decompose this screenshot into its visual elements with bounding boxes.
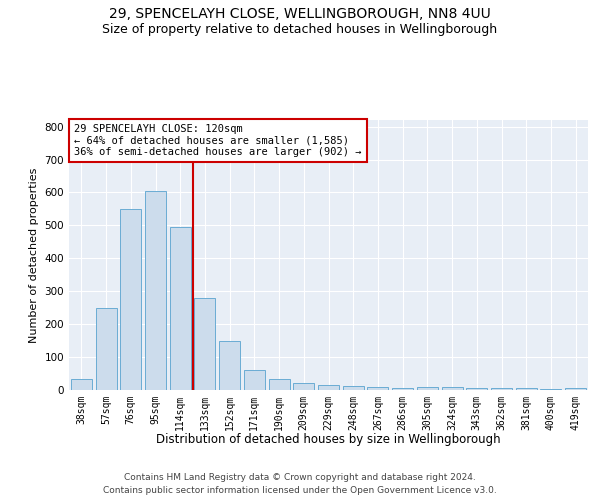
Text: Distribution of detached houses by size in Wellingborough: Distribution of detached houses by size …	[157, 432, 501, 446]
Bar	[466, 388, 487, 390]
Bar	[343, 386, 364, 390]
Bar	[269, 380, 290, 390]
Bar	[95, 308, 116, 390]
Text: Size of property relative to detached houses in Wellingborough: Size of property relative to detached ho…	[103, 22, 497, 36]
Bar	[318, 384, 339, 390]
Text: 29, SPENCELAYH CLOSE, WELLINGBOROUGH, NN8 4UU: 29, SPENCELAYH CLOSE, WELLINGBOROUGH, NN…	[109, 8, 491, 22]
Bar	[244, 370, 265, 390]
Text: Contains public sector information licensed under the Open Government Licence v3: Contains public sector information licen…	[103, 486, 497, 495]
Bar	[516, 388, 537, 390]
Bar	[170, 227, 191, 390]
Bar	[194, 298, 215, 390]
Bar	[491, 388, 512, 390]
Bar	[392, 388, 413, 390]
Bar	[293, 384, 314, 390]
Bar	[367, 386, 388, 390]
Bar	[565, 388, 586, 390]
Text: 29 SPENCELAYH CLOSE: 120sqm
← 64% of detached houses are smaller (1,585)
36% of : 29 SPENCELAYH CLOSE: 120sqm ← 64% of det…	[74, 124, 362, 157]
Bar	[120, 209, 141, 390]
Bar	[145, 191, 166, 390]
Y-axis label: Number of detached properties: Number of detached properties	[29, 168, 39, 342]
Text: Contains HM Land Registry data © Crown copyright and database right 2024.: Contains HM Land Registry data © Crown c…	[124, 472, 476, 482]
Bar	[442, 388, 463, 390]
Bar	[417, 388, 438, 390]
Bar	[219, 342, 240, 390]
Bar	[71, 379, 92, 390]
